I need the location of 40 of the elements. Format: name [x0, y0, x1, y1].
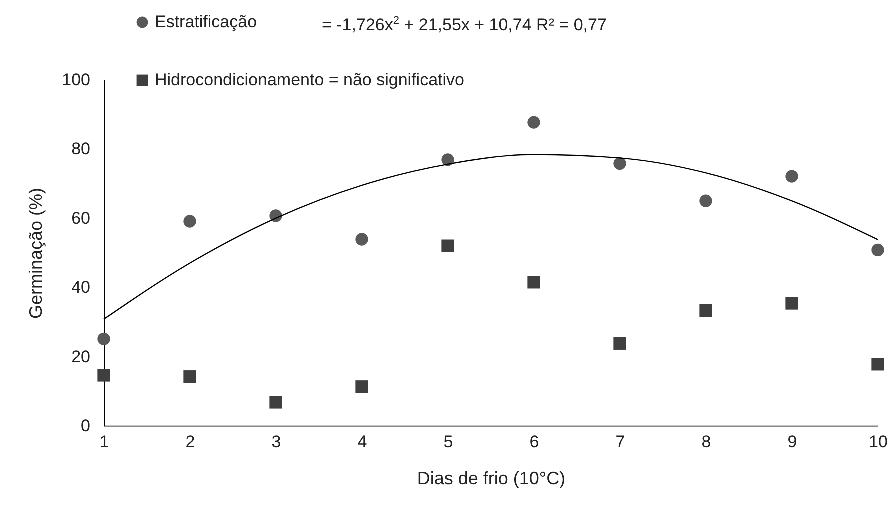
point	[786, 297, 798, 310]
point	[270, 396, 282, 409]
point	[872, 244, 884, 257]
point	[528, 116, 540, 129]
point	[614, 157, 626, 170]
point	[184, 370, 196, 384]
x-tick-label: 5	[444, 432, 454, 452]
point	[98, 332, 110, 346]
point	[786, 170, 798, 183]
x-tick-label: 3	[272, 432, 282, 452]
legend-label: Estratificação	[155, 12, 258, 32]
y-tick-label: 20	[72, 347, 90, 366]
point	[442, 240, 454, 252]
x-tick-label: 2	[186, 432, 196, 452]
text: = -1,726x$^{2}$ + 21,55x + 10,74 R² = 0,77	[322, 15, 607, 36]
y-tick-label: 60	[72, 208, 90, 228]
point	[700, 194, 712, 208]
x-tick-label: 6	[530, 432, 540, 452]
point	[442, 154, 454, 166]
x-tick-label: 9	[788, 432, 798, 452]
x-tick-label: 4	[358, 432, 368, 452]
point	[184, 215, 196, 228]
point	[700, 304, 712, 318]
y-tick-label: 40	[72, 278, 90, 298]
x-tick-label: 1	[100, 432, 110, 452]
point	[614, 337, 626, 350]
y-axis-title: Germinação (%)	[26, 188, 46, 320]
y-tick-label: 0	[81, 416, 90, 436]
x-tick-label: 7	[616, 432, 626, 452]
y-tick-label: 80	[72, 140, 90, 159]
point	[98, 369, 110, 382]
point	[528, 276, 540, 289]
x-tick-label: 10	[869, 432, 888, 452]
x-axis-title: Dias de frio (10°C)	[417, 468, 566, 488]
point	[356, 233, 368, 246]
point	[872, 358, 884, 371]
x-tick-label: 8	[702, 432, 712, 452]
y-tick-label: 100	[62, 70, 90, 90]
point	[356, 380, 368, 394]
legend-label: Hidrocondicionamento = não significativo	[155, 70, 464, 90]
